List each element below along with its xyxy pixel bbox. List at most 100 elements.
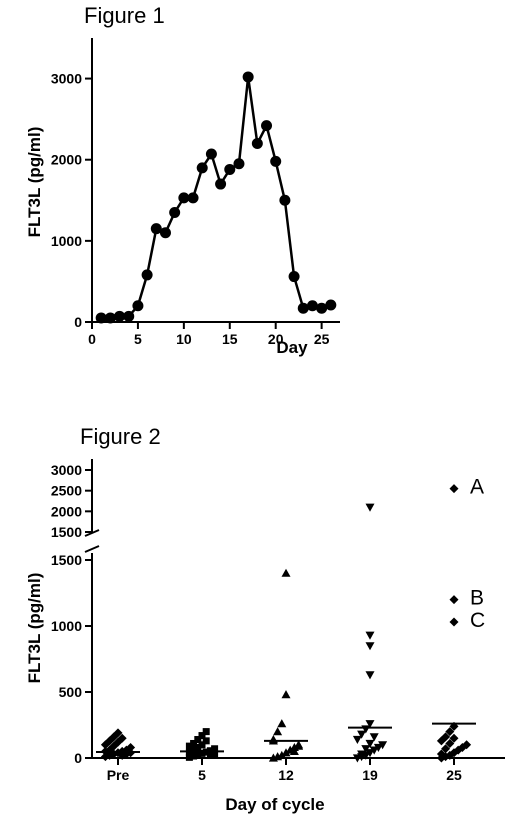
figure-2-y-tick-label: 1500: [51, 552, 82, 568]
figure-1-data-point: [224, 163, 236, 175]
figure-2-y-tick-label-upper: 2000: [51, 503, 82, 519]
figure-2-data-point: [194, 751, 202, 759]
figure-1-x-tick-label: 0: [88, 331, 96, 347]
figure-2-y-tick-label-upper: 3000: [51, 462, 82, 478]
figure-1-ticks: 0 5 10 15 20 25 0 1000 2000 3000: [51, 71, 330, 347]
figure-1-data-point: [316, 302, 328, 314]
figure-2-x-tick-label: 25: [446, 767, 462, 783]
figure-2-data-point: [194, 736, 202, 744]
figure-2-data-point: [441, 732, 451, 742]
figure-1-data-point: [306, 300, 318, 312]
figure-2-y-tick-label-upper: 1500: [51, 524, 82, 540]
figure-2-data-point: [449, 617, 459, 627]
figure-2-y-tick-label-upper: 2500: [51, 483, 82, 499]
figure-1-data-point: [141, 269, 153, 281]
figure-1-data-point: [297, 302, 309, 314]
figure-1-data-point: [104, 312, 116, 324]
figure-2-data-point: [281, 568, 291, 577]
figure-1-series-line: [101, 76, 332, 320]
figure-1-data-point: [150, 223, 162, 235]
figure-2-axis-break: [84, 529, 100, 553]
figure-2: Figure 2 FLT3L (pg/ml) Day of cycle 0 500…: [25, 424, 505, 814]
figure-1-y-tick-label: 0: [74, 314, 82, 330]
figure-2-annotation-b: B: [470, 587, 484, 610]
figure-2-data-point: [369, 733, 379, 742]
figure-2-data-point: [289, 746, 299, 755]
figure-2-data-point: [436, 749, 446, 759]
figure-1-x-tick-label: 20: [268, 331, 284, 347]
figure-2-data-point: [357, 730, 367, 739]
figure-2-y-tick-label: 1000: [51, 618, 82, 634]
figure-2-data-point: [361, 745, 371, 754]
figure-1-data-point: [178, 192, 190, 204]
figure-2-data-point: [449, 595, 459, 605]
figure-2-data-point: [352, 735, 362, 745]
figure-1-data-point: [233, 158, 245, 170]
figure-2-data-point: [445, 738, 455, 748]
figure-1-data-point: [169, 206, 181, 218]
figure-1-data-point: [242, 71, 254, 83]
figure-1-data-point: [251, 137, 263, 149]
figure-2-data-point: [185, 753, 193, 761]
figure-2-lower-axes: [91, 553, 505, 759]
figure-1-data-point: [132, 300, 144, 312]
figure-1-data-point: [279, 194, 291, 206]
figure-2-data-point: [273, 727, 283, 736]
figure-2-data-point: [281, 690, 291, 699]
figure-1-x-tick-label: 5: [134, 331, 142, 347]
figure-2-data-point: [190, 752, 198, 760]
figure-2-data-point: [206, 751, 214, 759]
figure-1-axes: [91, 38, 340, 323]
figure-2-data-point: [365, 671, 375, 680]
figure-2-data-point: [462, 740, 472, 750]
figure-2-data-point: [365, 503, 375, 512]
figure-2-data-point: [369, 746, 379, 755]
figure-1-x-axis-label: Day: [276, 338, 308, 357]
figure-1-data-point: [215, 178, 227, 190]
figure-2-data-point: [185, 749, 193, 757]
figure-2-data-point: [126, 742, 136, 752]
figure-2-data-point: [202, 728, 210, 736]
figure-1-data-point: [270, 155, 282, 167]
figure-2-data-point: [365, 631, 375, 640]
figure-2-y-axis-label: FLT3L (pg/ml): [25, 573, 44, 684]
figure-2-data-point: [211, 745, 219, 753]
figure-1-x-tick-label: 10: [176, 331, 192, 347]
figure-2-data-point: [449, 733, 459, 743]
figure-2-data-point: [373, 743, 383, 752]
figure-2-data-point: [445, 727, 455, 737]
figure-1-points: [95, 71, 337, 324]
figure-2-y-tick-label: 0: [74, 750, 82, 766]
figure-2-data-point: [198, 749, 206, 757]
figure-1-y-axis-label: FLT3L (pg/ml): [25, 127, 44, 238]
figure-2-title: Figure 2: [80, 424, 161, 449]
figure-2-y-tick-label: 500: [59, 684, 83, 700]
figure-2-data-point: [357, 750, 367, 759]
figure-1-data-point: [123, 310, 135, 322]
figure-2-data-point: [365, 749, 375, 758]
figure-1-data-point: [196, 162, 208, 174]
figure-2-data-point: [281, 748, 291, 757]
figure-2-data-point: [365, 642, 375, 651]
figure-2-ticks: 0 500 1000 1500 1500 2000 2500 3000 Pre 5 12 19 25: [51, 462, 462, 783]
figure-2-data-point: [198, 732, 206, 740]
figure-1-title: Figure 1: [84, 3, 165, 28]
figure-1-x-tick-label: 15: [222, 331, 238, 347]
figure-1-data-point: [261, 120, 273, 132]
figure-2-mean-lines: [96, 722, 476, 754]
figure-2-data-point: [441, 744, 451, 754]
figure-2-data-point: [277, 750, 287, 759]
figure-1-data-point: [187, 192, 199, 204]
figure-2-x-axis-label: Day of cycle: [225, 795, 324, 814]
figure-2-data-point: [365, 739, 375, 748]
figure-1-data-point: [288, 271, 300, 283]
figure-2-x-tick-label: 19: [362, 767, 378, 783]
figure-1-data-point: [114, 310, 126, 322]
figure-1-data-point: [95, 312, 107, 324]
figure-2-points: [100, 484, 472, 763]
figure-2-data-point: [277, 719, 287, 728]
figure-2-annotation-a: A: [470, 476, 484, 499]
figure-2-annotations: A BC: [470, 476, 485, 632]
figure-1-data-point: [205, 148, 217, 160]
